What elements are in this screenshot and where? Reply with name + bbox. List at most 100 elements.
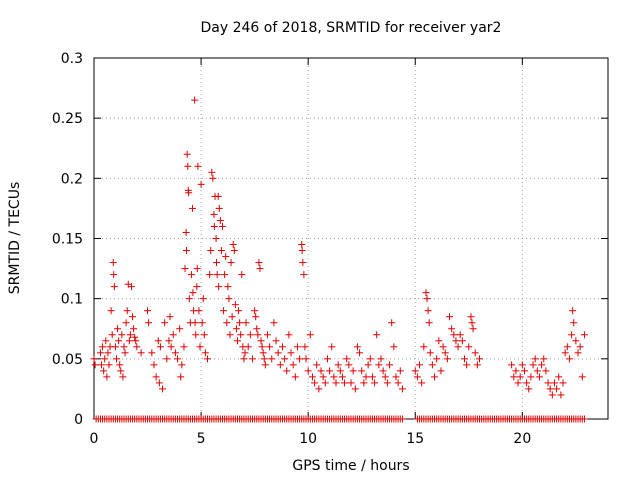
data-point	[379, 367, 387, 375]
data-point	[349, 367, 357, 375]
data-point	[102, 337, 110, 345]
data-point	[425, 319, 433, 327]
data-point	[347, 379, 355, 387]
data-point	[450, 331, 458, 339]
data-point	[358, 367, 366, 375]
data-point	[120, 343, 128, 351]
y-tick-label: 0.25	[52, 111, 83, 127]
data-point	[298, 241, 306, 249]
data-point	[129, 313, 137, 321]
data-point	[428, 361, 436, 369]
data-point	[550, 379, 558, 387]
data-point	[525, 385, 533, 393]
data-point	[353, 343, 361, 351]
data-point	[529, 361, 537, 369]
data-point	[439, 343, 447, 351]
data-point	[152, 373, 160, 381]
data-point	[127, 283, 135, 291]
data-point	[119, 373, 127, 381]
data-point	[437, 367, 445, 375]
data-point	[242, 319, 250, 327]
data-point	[261, 361, 269, 369]
y-tick-label: 0	[74, 412, 83, 428]
data-point	[435, 337, 443, 345]
data-point	[563, 343, 571, 351]
data-point	[319, 373, 327, 381]
data-point	[553, 385, 561, 393]
data-points	[90, 96, 588, 423]
data-point	[256, 265, 264, 273]
data-point	[458, 337, 466, 345]
data-point	[178, 361, 186, 369]
data-point	[326, 367, 334, 375]
data-point	[195, 307, 203, 315]
data-point	[226, 331, 234, 339]
data-point	[569, 307, 577, 315]
data-point	[454, 343, 462, 351]
data-point	[123, 307, 131, 315]
data-point	[167, 343, 175, 351]
data-point	[217, 247, 225, 255]
data-point	[185, 295, 193, 303]
data-point	[163, 355, 171, 363]
data-point	[304, 367, 312, 375]
data-point	[323, 355, 331, 363]
data-point	[561, 349, 569, 357]
data-point	[285, 331, 293, 339]
data-point	[110, 271, 118, 279]
data-point	[291, 373, 299, 381]
data-point	[103, 373, 111, 381]
data-point	[548, 391, 556, 399]
data-point	[125, 337, 133, 345]
data-point	[423, 295, 431, 303]
data-point	[255, 259, 263, 267]
data-point	[171, 349, 179, 357]
data-point	[193, 283, 201, 291]
data-point	[299, 259, 307, 267]
data-point	[535, 373, 543, 381]
data-point	[133, 343, 141, 351]
data-point	[246, 331, 254, 339]
data-point	[253, 325, 261, 333]
data-point	[176, 325, 184, 333]
data-point	[373, 331, 381, 339]
data-point	[266, 343, 274, 351]
data-point	[311, 379, 319, 387]
y-tick-label: 0.2	[61, 171, 83, 187]
data-point	[214, 192, 222, 200]
data-point	[366, 355, 374, 363]
data-point	[332, 379, 340, 387]
data-point	[420, 343, 428, 351]
data-point	[166, 313, 174, 321]
data-point	[117, 367, 125, 375]
data-point	[371, 379, 379, 387]
data-point	[105, 361, 113, 369]
y-tick-label: 0.1	[61, 292, 83, 308]
data-point	[233, 337, 241, 345]
data-point	[510, 373, 518, 381]
y-axis-label: SRMTID / TECUs	[7, 182, 23, 295]
data-point	[215, 283, 223, 291]
data-point	[523, 379, 531, 387]
data-point	[441, 349, 449, 357]
data-point	[229, 241, 237, 249]
data-point	[206, 271, 214, 279]
data-point	[122, 319, 130, 327]
data-point	[215, 204, 223, 212]
data-point	[293, 343, 301, 351]
data-point	[126, 331, 134, 339]
data-point	[452, 337, 460, 345]
data-point	[96, 349, 104, 357]
x-axis-label: GPS time / hours	[292, 458, 409, 474]
data-point	[396, 367, 404, 375]
data-point	[281, 355, 289, 363]
y-tick-label: 0.15	[52, 232, 83, 248]
data-point	[248, 355, 256, 363]
data-point	[132, 337, 140, 345]
data-point	[101, 355, 109, 363]
data-point	[189, 204, 197, 212]
data-point	[274, 349, 282, 357]
data-point	[278, 343, 286, 351]
data-point	[461, 355, 469, 363]
data-point	[184, 162, 192, 170]
